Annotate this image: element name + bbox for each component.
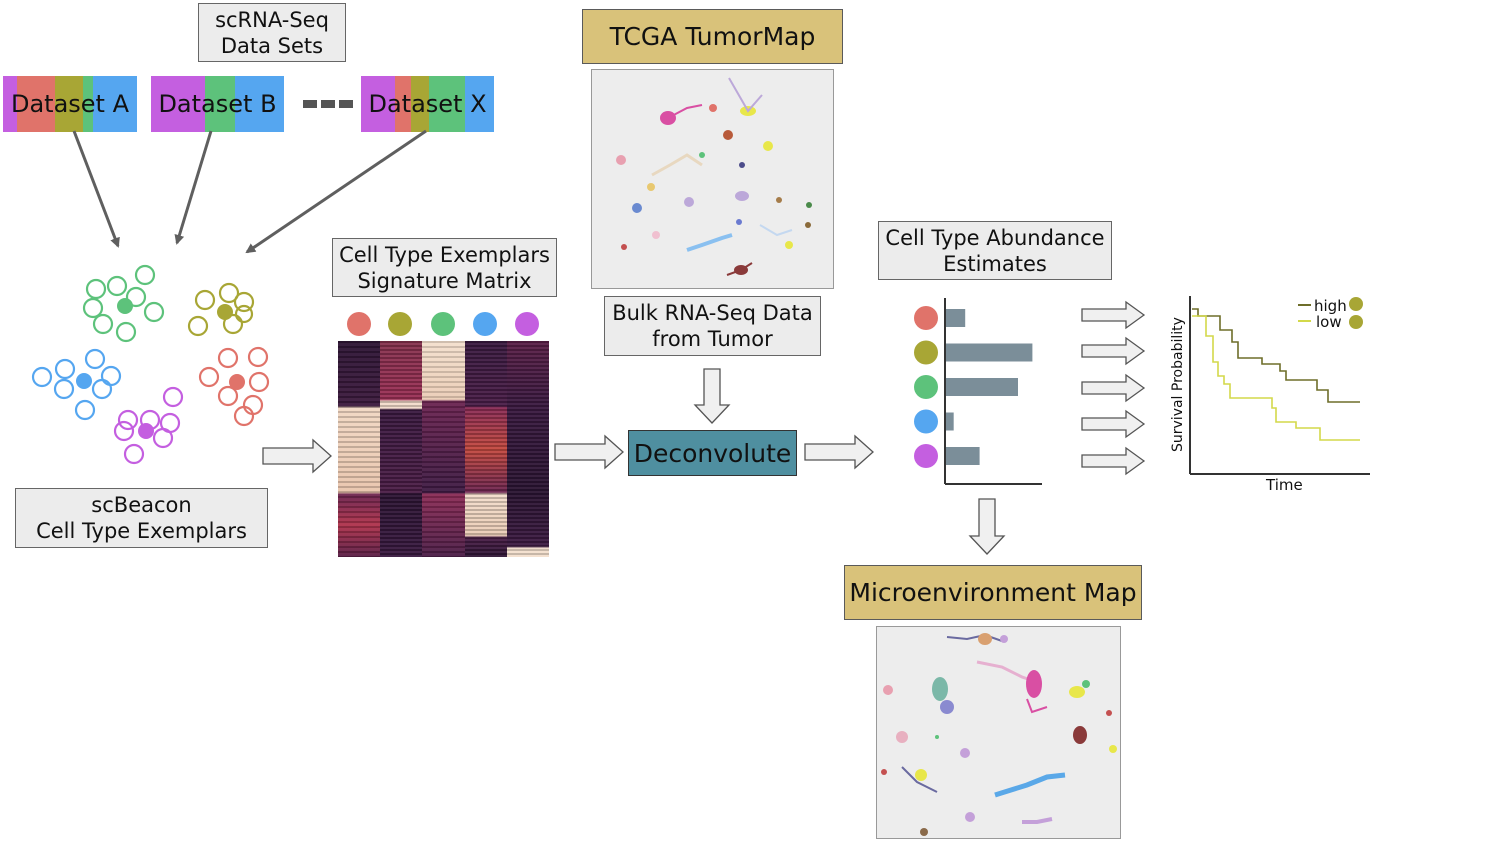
exemplars-label: scBeacon Cell Type Exemplars	[15, 488, 268, 548]
legend-label-high: high	[1314, 297, 1347, 315]
dataset-x-label: Dataset X	[368, 90, 487, 118]
abundance-dot-2	[914, 375, 938, 399]
signature-matrix-label: Cell Type Exemplars Signature Matrix	[332, 238, 557, 297]
survival-xlabel: Time	[1265, 476, 1303, 494]
dataset-b: Dataset B	[151, 76, 284, 132]
cluster-purple	[113, 386, 184, 465]
abundance-dot-1	[914, 340, 938, 365]
arrow-survival-1	[1081, 300, 1146, 330]
tumormap-title: TCGA TumorMap	[582, 9, 843, 64]
abundance-bar-2	[946, 378, 1018, 396]
survival-ylabel: Survival Probability	[1170, 317, 1186, 452]
dataset-b-label: Dataset B	[158, 90, 277, 118]
microenv-scatter	[881, 633, 1117, 836]
dataset-a: Dataset A	[3, 76, 137, 132]
tumormap-scatter	[616, 77, 812, 276]
legend-dot-low	[1349, 315, 1363, 329]
arrow-dataset-a	[72, 130, 120, 248]
abundance-dot-0	[914, 306, 938, 330]
microenv-title: Microenvironment Map	[844, 565, 1142, 620]
signature-heatmap	[338, 341, 550, 557]
tumormap-panel	[591, 69, 834, 289]
bulk-rnaseq-label: Bulk RNA-Seq Data from Tumor	[604, 296, 821, 356]
arrow-to-matrix	[262, 438, 332, 474]
arrow-to-deconvolute	[554, 434, 624, 470]
arrow-bulk-down	[693, 368, 731, 424]
arrow-survival-5	[1081, 446, 1146, 476]
abundance-label: Cell Type Abundance Estimates	[878, 221, 1112, 280]
dataset-a-label: Dataset A	[10, 90, 130, 118]
abundance-bar-0	[946, 309, 966, 327]
abundance-bar-4	[946, 447, 980, 465]
survival-curve-high	[1192, 308, 1360, 403]
abundance-dot-3	[914, 409, 938, 434]
abundance-dot-4	[914, 444, 938, 468]
arrow-dataset-b	[174, 130, 213, 245]
arrow-survival-2	[1081, 336, 1146, 366]
legend-label-low: low	[1316, 313, 1342, 331]
cluster-red	[198, 346, 270, 427]
arrow-to-microenv	[968, 498, 1006, 555]
legend-dot-high	[1349, 297, 1363, 311]
arrow-survival-3	[1081, 373, 1146, 403]
abundance-bar-1	[946, 343, 1033, 362]
arrow-survival-4	[1081, 409, 1146, 439]
deconvolute-box: Deconvolute	[628, 430, 797, 476]
arrow-to-abundance	[804, 434, 874, 470]
cluster-olive	[187, 282, 255, 337]
arrow-dataset-x	[245, 129, 427, 254]
microenv-panel	[876, 626, 1121, 839]
survival-curve-low	[1192, 315, 1360, 441]
datasets-title: scRNA-Seq Data Sets	[198, 3, 346, 62]
cluster-blue	[31, 348, 122, 421]
abundance-bar-3	[946, 412, 954, 431]
ellipsis-dots	[303, 100, 353, 108]
dataset-x: Dataset X	[361, 76, 494, 132]
cluster-green	[82, 264, 165, 343]
